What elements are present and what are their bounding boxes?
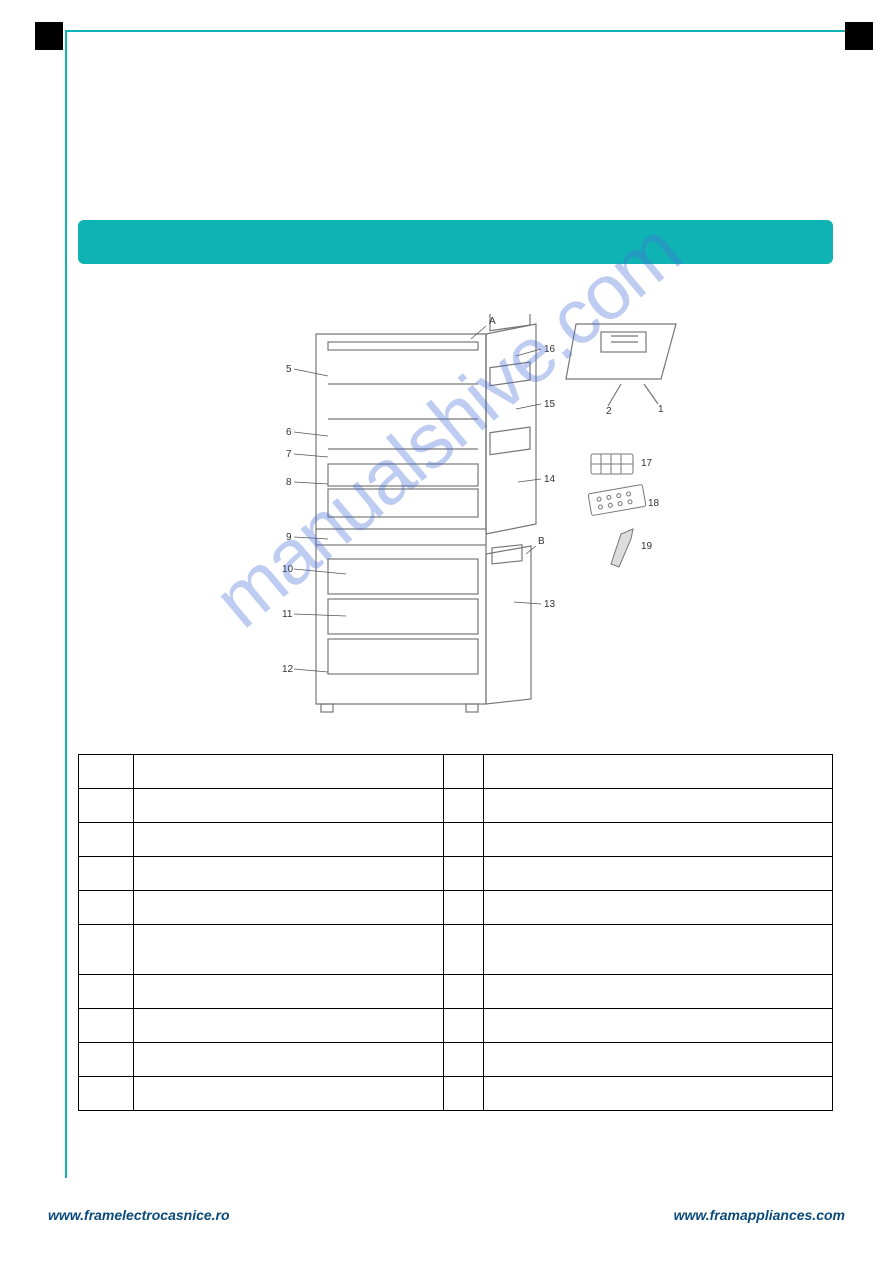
corner-square-tr (845, 22, 873, 50)
callout-10: 10 (282, 564, 294, 575)
callout-15: 15 (544, 399, 556, 410)
callout-19: 19 (641, 541, 653, 552)
cell-num-b (444, 1043, 484, 1077)
parts-table (78, 754, 833, 1111)
cell-num-b (444, 1077, 484, 1111)
cell-num-a (79, 857, 134, 891)
cell-num-a (79, 1009, 134, 1043)
cell-num-a (79, 823, 134, 857)
cell-num-b (444, 891, 484, 925)
section-heading-bar (78, 220, 833, 264)
footer-left-url: www.framelectrocasnice.ro (48, 1207, 230, 1223)
fridge-illustration: 5 6 7 8 9 10 11 12 16 15 14 13 A B 1 2 1… (196, 314, 716, 734)
table-row (79, 823, 833, 857)
callout-7: 7 (286, 449, 292, 460)
callout-2: 2 (606, 406, 612, 417)
cell-num-a (79, 891, 134, 925)
callout-11: 11 (282, 609, 293, 620)
callout-8: 8 (286, 477, 292, 488)
footer-right-url: www.framappliances.com (674, 1207, 845, 1223)
cell-num-b (444, 1009, 484, 1043)
table-row (79, 891, 833, 925)
cell-desc-b (484, 823, 833, 857)
callout-9: 9 (286, 532, 292, 543)
cell-desc-a (134, 1043, 444, 1077)
table-row (79, 1009, 833, 1043)
cell-desc-b (484, 789, 833, 823)
cell-desc-a (134, 755, 444, 789)
table-row (79, 1043, 833, 1077)
callout-B: B (538, 536, 545, 547)
cell-num-b (444, 755, 484, 789)
cell-num-a (79, 755, 134, 789)
cell-desc-a (134, 975, 444, 1009)
cell-desc-b (484, 925, 833, 975)
cell-desc-b (484, 1077, 833, 1111)
cell-num-b (444, 857, 484, 891)
cell-num-b (444, 789, 484, 823)
cell-num-b (444, 823, 484, 857)
table-row (79, 975, 833, 1009)
product-diagram: 5 6 7 8 9 10 11 12 16 15 14 13 A B 1 2 1… (78, 314, 833, 734)
table-row (79, 925, 833, 975)
table-row (79, 857, 833, 891)
table-row (79, 1077, 833, 1111)
callout-5: 5 (286, 364, 292, 375)
cell-desc-a (134, 925, 444, 975)
page-footer: www.framelectrocasnice.ro www.framapplia… (48, 1207, 845, 1223)
cell-desc-a (134, 789, 444, 823)
cell-num-a (79, 789, 134, 823)
cell-num-a (79, 1043, 134, 1077)
page-content: 5 6 7 8 9 10 11 12 16 15 14 13 A B 1 2 1… (78, 70, 833, 1173)
cell-desc-b (484, 857, 833, 891)
callout-16: 16 (544, 344, 556, 355)
callout-1: 1 (658, 404, 664, 415)
cell-desc-a (134, 1009, 444, 1043)
corner-square-tl (35, 22, 63, 50)
callout-14: 14 (544, 474, 556, 485)
callout-13: 13 (544, 599, 556, 610)
callout-6: 6 (286, 427, 292, 438)
cell-num-a (79, 1077, 134, 1111)
cell-desc-a (134, 823, 444, 857)
cell-desc-a (134, 891, 444, 925)
table-row (79, 755, 833, 789)
callout-18: 18 (648, 498, 660, 509)
cell-desc-a (134, 1077, 444, 1111)
cell-num-a (79, 975, 134, 1009)
cell-num-b (444, 925, 484, 975)
cell-desc-a (134, 857, 444, 891)
cell-desc-b (484, 975, 833, 1009)
cell-desc-b (484, 755, 833, 789)
table-row (79, 789, 833, 823)
callout-12: 12 (282, 664, 294, 675)
cell-desc-b (484, 891, 833, 925)
cell-desc-b (484, 1009, 833, 1043)
callout-17: 17 (641, 458, 653, 469)
cell-num-b (444, 975, 484, 1009)
cell-num-a (79, 925, 134, 975)
callout-A: A (489, 316, 496, 327)
cell-desc-b (484, 1043, 833, 1077)
